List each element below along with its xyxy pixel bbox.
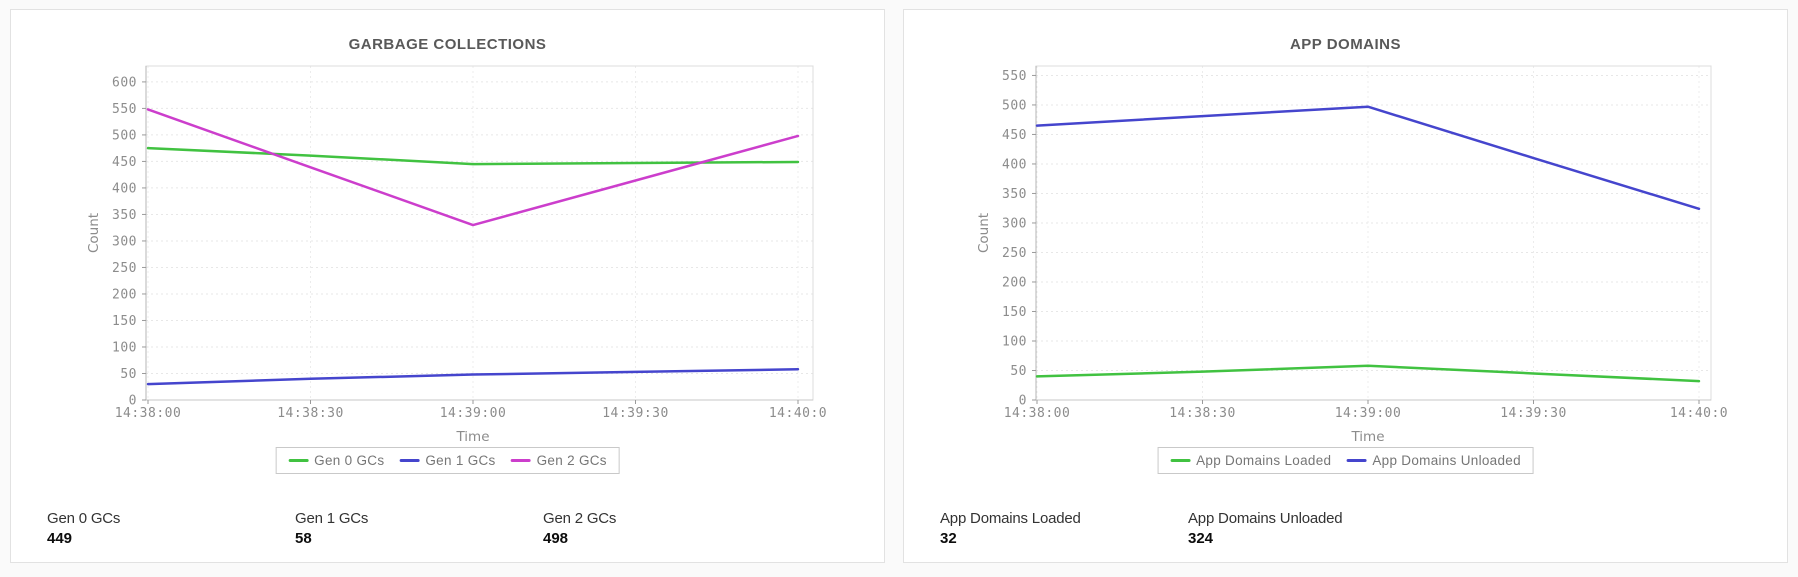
legend-swatch: [288, 459, 309, 462]
x-tick-label: 14:38:30: [1169, 406, 1236, 421]
stat-gen-0-gcs: Gen 0 GCs 449: [47, 510, 295, 547]
stat-value: 449: [47, 530, 73, 547]
y-tick-label: 300: [112, 234, 137, 249]
x-tick-label: 14:38:00: [1004, 406, 1071, 421]
legend-swatch: [1170, 459, 1191, 462]
chart-title: APP DOMAINS: [1289, 36, 1402, 53]
legend-label: App Domains Loaded: [1196, 453, 1332, 468]
legend-item-gen-2-gcs: Gen 2 GCs: [510, 453, 607, 468]
y-tick-label: 400: [112, 181, 137, 196]
legend-item-app-domains-unloaded: App Domains Unloaded: [1346, 453, 1521, 468]
stat-label: Gen 2 GCs: [543, 510, 617, 527]
y-tick-label: 600: [112, 75, 137, 90]
y-tick-label: 100: [112, 340, 137, 355]
stat-value: 58: [295, 530, 312, 547]
stat-value: 324: [1188, 530, 1214, 547]
y-tick-label: 150: [112, 314, 137, 329]
x-axis-title: Time: [455, 429, 489, 442]
chart-legend: App Domains Loaded App Domains Unloaded: [1157, 447, 1534, 474]
y-tick-label: 0: [129, 394, 137, 409]
chart-legend: Gen 0 GCs Gen 1 GCs Gen 2 GCs: [275, 447, 620, 474]
x-tick-label: 14:39:00: [1335, 406, 1402, 421]
y-tick-label: 0: [1019, 394, 1027, 409]
stat-app-domains-unloaded: App Domains Unloaded 324: [1188, 510, 1436, 547]
legend-item-app-domains-loaded: App Domains Loaded: [1170, 453, 1331, 468]
series-line-gen-0-gcs: [146, 146, 800, 166]
legend-swatch: [1346, 459, 1367, 462]
y-axis-title: Count: [86, 213, 102, 253]
x-tick-label: 14:38:30: [277, 406, 344, 421]
garbage-collections-panel: GARBAGE COLLECTIONS 0 50 100 150 200 250 300 35…: [10, 9, 885, 563]
y-tick-label: 150: [1002, 305, 1027, 320]
x-axis-title: Time: [1350, 429, 1384, 442]
y-tick-label: 500: [112, 128, 137, 143]
legend-item-gen-1-gcs: Gen 1 GCs: [399, 453, 495, 468]
y-tick-label: 100: [1002, 334, 1027, 349]
x-tick-label: 14:40:0: [1670, 406, 1728, 421]
series-line-app-domains-loaded: [1035, 364, 1701, 383]
y-tick-label: 350: [1002, 187, 1027, 202]
y-tick-label: 200: [112, 287, 137, 302]
garbage-collections-chart-canvas: 0 50 100 150 200 250 300 350 400 450 500 550 600 14:3…: [86, 65, 827, 442]
y-tick-label: 250: [1002, 246, 1027, 261]
stat-gen-2-gcs: Gen 2 GCs 498: [543, 510, 791, 547]
stat-label: App Domains Unloaded: [1188, 510, 1343, 527]
stat-app-domains-loaded: App Domains Loaded 32: [940, 510, 1188, 547]
x-tick-label: 14:40:0: [769, 406, 827, 421]
y-tick-label: 550: [112, 102, 137, 117]
stat-label: Gen 1 GCs: [295, 510, 369, 527]
y-axis-title: Count: [976, 213, 992, 253]
y-tick-label: 50: [120, 367, 137, 382]
legend-label: App Domains Unloaded: [1372, 453, 1521, 468]
y-tick-label: 200: [1002, 275, 1027, 290]
x-tick-label: 14:39:30: [1500, 406, 1567, 421]
y-tick-label: 50: [1010, 364, 1027, 379]
stat-value: 498: [543, 530, 569, 547]
stats-row: Gen 0 GCs 449 Gen 1 GCs 58 Gen 2 GCs 498: [47, 510, 791, 547]
y-tick-label: 400: [1002, 157, 1027, 172]
series-line-gen-2-gcs: [146, 108, 800, 227]
series-line-gen-1-gcs: [146, 368, 800, 386]
stat-value: 32: [940, 530, 957, 547]
legend-swatch: [510, 459, 531, 462]
app-domains-chart-canvas: 0 50 100 150 200 250 300 350 400 450 500 550 14:38:0…: [976, 65, 1728, 442]
stats-row: App Domains Loaded 32 App Domains Unloaded…: [940, 510, 1436, 547]
stat-label: Gen 0 GCs: [47, 510, 121, 527]
y-tick-label: 450: [1002, 128, 1027, 143]
stat-gen-1-gcs: Gen 1 GCs 58: [295, 510, 543, 547]
x-tick-label: 14:39:00: [440, 406, 507, 421]
legend-swatch: [399, 459, 420, 462]
legend-label: Gen 1 GCs: [425, 453, 496, 468]
x-tick-label: 14:39:30: [602, 406, 669, 421]
y-tick-label: 300: [1002, 216, 1027, 231]
series-line-app-domains-unloaded: [1035, 105, 1701, 211]
x-tick-label: 14:38:00: [115, 406, 182, 421]
chart-title: GARBAGE COLLECTIONS: [348, 36, 547, 53]
app-domains-panel: APP DOMAINS 0 50 100 150 200 250 300 350 400 450 5…: [903, 9, 1788, 563]
y-tick-label: 500: [1002, 98, 1027, 113]
legend-item-gen-0-gcs: Gen 0 GCs: [288, 453, 384, 468]
y-tick-label: 250: [112, 261, 137, 276]
stat-label: App Domains Loaded: [940, 510, 1081, 527]
y-tick-label: 350: [112, 208, 137, 223]
legend-label: Gen 2 GCs: [536, 453, 607, 468]
y-tick-label: 550: [1002, 69, 1027, 84]
legend-label: Gen 0 GCs: [314, 453, 385, 468]
y-tick-label: 450: [112, 155, 137, 170]
